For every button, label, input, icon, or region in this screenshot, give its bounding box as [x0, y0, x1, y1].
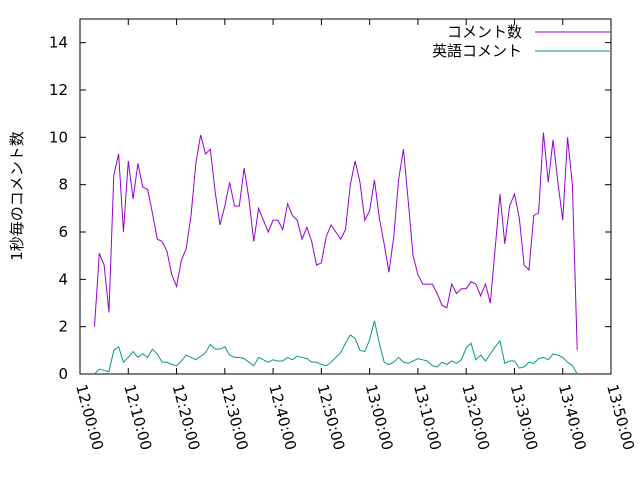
x-tick-label: 12:40:00: [265, 382, 300, 452]
x-tick-label: 12:30:00: [217, 382, 252, 452]
y-tick-label: 12: [49, 81, 68, 99]
x-tick-label: 13:10:00: [410, 382, 445, 452]
x-tick-label: 13:00:00: [362, 382, 397, 452]
legend-label-0: コメント数: [447, 23, 522, 41]
y-tick-label: 0: [58, 365, 68, 383]
y-tick-label: 14: [49, 34, 68, 52]
y-tick-label: 2: [58, 318, 68, 336]
x-tick-label: 13:20:00: [458, 382, 493, 452]
plot-frame: [79, 18, 612, 375]
x-tick-label: 12:50:00: [313, 382, 348, 452]
x-tick-label: 13:40:00: [555, 382, 590, 452]
series-line-1: [94, 320, 578, 375]
x-tick-label: 13:50:00: [603, 382, 638, 452]
series-group: [93, 132, 578, 375]
x-tick-label: 12:20:00: [169, 382, 204, 452]
series-line-0: [93, 132, 578, 351]
y-tick-label: 4: [58, 270, 68, 288]
legend-label-1: 英語コメント: [432, 42, 522, 60]
y-tick-label: 10: [49, 128, 68, 146]
y-tick-label: 8: [58, 176, 68, 194]
x-tick-label: 13:30:00: [507, 382, 542, 452]
y-axis: 0 2 4 6 8 10 12 14: [49, 34, 611, 383]
x-tick-label: 12:00:00: [72, 382, 107, 452]
y-tick-label: 6: [58, 223, 68, 241]
x-tick-label: 12:10:00: [120, 382, 155, 452]
y-axis-label: 1秒毎のコメント数: [8, 131, 26, 261]
